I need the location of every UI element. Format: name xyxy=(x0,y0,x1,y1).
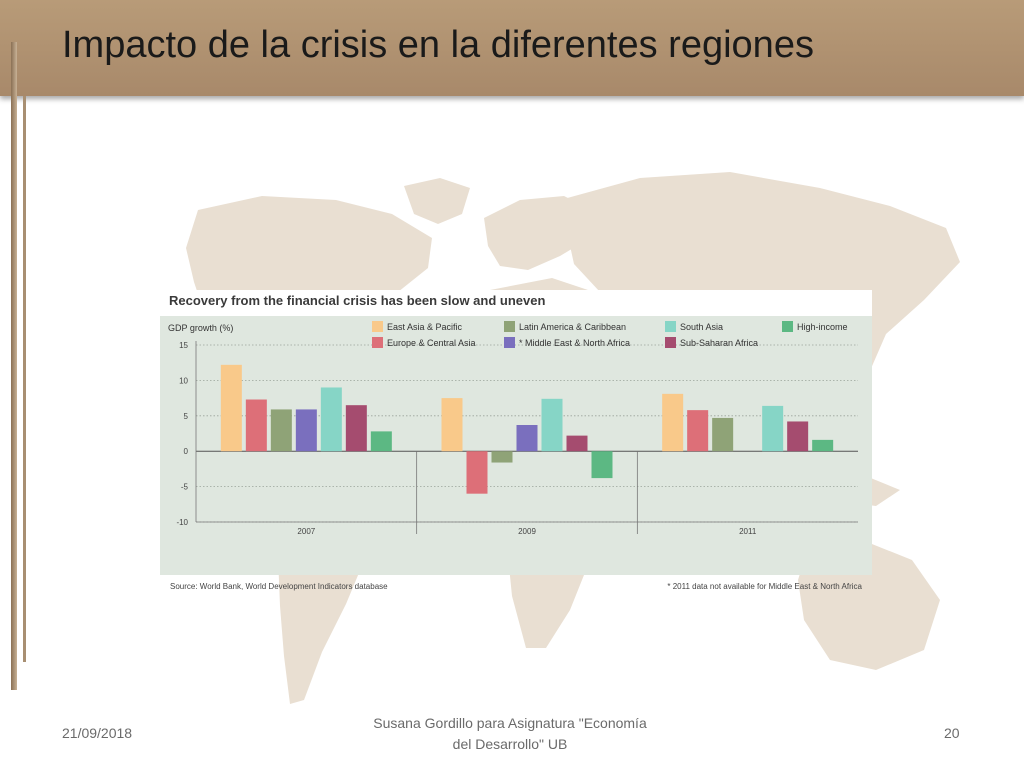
legend-swatch xyxy=(372,321,383,332)
x-tick-label: 2007 xyxy=(297,527,315,536)
y-tick-label: 15 xyxy=(179,341,188,350)
chart-panel: Recovery from the financial crisis has b… xyxy=(153,290,872,591)
bar-sub-saharan-africa-2011 xyxy=(787,421,809,452)
y-tick-label: 0 xyxy=(184,447,189,456)
bar-south-asia-2007 xyxy=(320,387,342,452)
bar-europe-central-asia-2007 xyxy=(245,399,267,452)
bar-high-income-2011 xyxy=(812,439,834,452)
side-rule xyxy=(11,42,17,690)
bar-sub-saharan-africa-2009 xyxy=(566,435,588,452)
chart-note: * 2011 data not available for Middle Eas… xyxy=(667,582,862,591)
bar-middle-east-north-africa-2009 xyxy=(516,425,538,452)
slide-title: Impacto de la crisis en la diferentes re… xyxy=(62,24,814,66)
x-tick-label: 2011 xyxy=(739,527,757,536)
x-tick-label: 2009 xyxy=(518,527,536,536)
legend-label: East Asia & Pacific xyxy=(387,322,463,332)
bar-east-asia-pacific-2007 xyxy=(220,364,242,452)
title-bar: Impacto de la crisis en la diferentes re… xyxy=(0,0,1024,96)
legend-label: Sub-Saharan Africa xyxy=(680,338,758,348)
chart-title: Recovery from the financial crisis has b… xyxy=(169,293,546,308)
bar-east-asia-pacific-2009 xyxy=(441,398,463,452)
legend-label: * Middle East & North Africa xyxy=(519,338,630,348)
chart-area: GDP growth (%) 15 10 5 0 -5 -10 2007 2009 2011 Eas… xyxy=(160,316,872,591)
y-tick-label: 5 xyxy=(184,412,189,421)
legend-swatch xyxy=(782,321,793,332)
bar-europe-central-asia-2009 xyxy=(466,451,488,494)
y-tick-label: 10 xyxy=(179,376,188,385)
bar-high-income-2009 xyxy=(591,451,613,479)
gdp-growth-chart: GDP growth (%) 15 10 5 0 -5 -10 2007 2009 2011 Eas… xyxy=(168,321,858,536)
y-axis-label: GDP growth (%) xyxy=(168,323,233,333)
chart-source: Source: World Bank, World Development In… xyxy=(170,582,388,591)
legend-label: South Asia xyxy=(680,322,723,332)
y-tick-label: -5 xyxy=(181,483,189,492)
bar-high-income-2007 xyxy=(370,431,392,452)
bar-latin-america-caribbean-2009 xyxy=(491,451,513,463)
legend-swatch xyxy=(504,337,515,348)
map-greenland xyxy=(404,178,470,224)
bar-middle-east-north-africa-2007 xyxy=(295,409,317,452)
legend-label: Europe & Central Asia xyxy=(387,338,476,348)
y-tick-label: -10 xyxy=(176,518,188,527)
legend-swatch xyxy=(665,337,676,348)
legend-label: Latin America & Caribbean xyxy=(519,322,626,332)
footer-date: 21/09/2018 xyxy=(62,725,133,741)
bar-europe-central-asia-2011 xyxy=(687,410,709,452)
bar-south-asia-2011 xyxy=(762,405,784,452)
bar-east-asia-pacific-2011 xyxy=(662,393,684,452)
legend-swatch xyxy=(372,337,383,348)
bar-latin-america-caribbean-2011 xyxy=(712,417,734,452)
legend-label: High-income xyxy=(797,322,848,332)
bar-latin-america-caribbean-2007 xyxy=(270,409,292,452)
legend-swatch xyxy=(504,321,515,332)
bar-south-asia-2009 xyxy=(541,398,563,452)
footer-author-line1: Susana Gordillo para Asignatura "Economí… xyxy=(373,715,647,731)
footer-author-line2: del Desarrollo" UB xyxy=(452,736,568,752)
side-rule-inner xyxy=(23,96,26,662)
footer-author: Susana Gordillo para Asignatura "Economí… xyxy=(350,713,670,755)
legend-swatch xyxy=(665,321,676,332)
bar-sub-saharan-africa-2007 xyxy=(345,405,367,452)
page-number: 20 xyxy=(944,725,960,741)
